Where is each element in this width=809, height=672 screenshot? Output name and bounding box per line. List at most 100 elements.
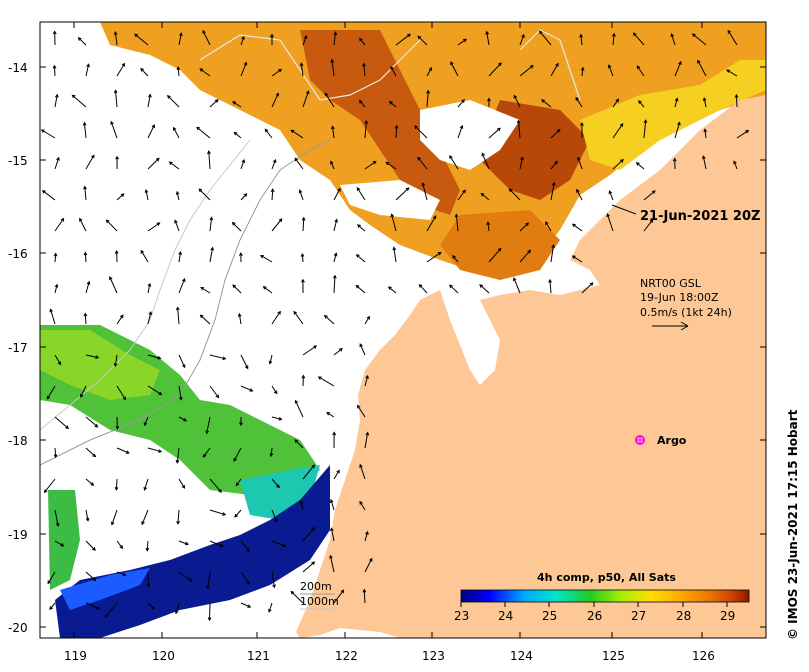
current-arrow [232, 284, 242, 294]
current-arrow-head [336, 469, 340, 474]
current-arrow [612, 99, 619, 108]
current-arrow [636, 162, 645, 170]
current-arrow-head [260, 255, 264, 259]
current-arrow-head [449, 284, 453, 289]
current-arrow [80, 385, 87, 398]
current-legend-time: 19-Jun 18:00Z [640, 291, 719, 304]
current-arrow [178, 478, 185, 489]
current-arrow [54, 416, 69, 429]
current-arrow [580, 34, 583, 46]
argo-marker[interactable] [635, 435, 645, 445]
current-arrow [116, 314, 124, 325]
current-arrow-head [234, 513, 238, 518]
current-arrow [206, 416, 211, 434]
current-arrow-head [114, 486, 119, 491]
current-arrow [449, 284, 459, 294]
current-arrow-head [151, 605, 155, 610]
current-arrow [302, 464, 315, 480]
current-arrow [240, 159, 245, 170]
current-arrow-head [513, 277, 517, 282]
current-arrow [299, 190, 304, 201]
current-arrow [697, 60, 707, 77]
current-arrow-head [355, 284, 360, 289]
current-arrow [457, 125, 463, 139]
current-arrow-head [113, 89, 118, 94]
current-arrow [359, 501, 366, 511]
current-arrow [105, 602, 118, 618]
current-arrow [147, 158, 160, 170]
current-arrow-head [326, 412, 331, 416]
colorbar-tick-label: 24 [498, 609, 513, 623]
current-arrow-head [497, 247, 502, 252]
current-arrow [84, 186, 87, 201]
current-arrow-head [168, 161, 173, 166]
current-arrow [330, 161, 335, 170]
king-sound [440, 290, 500, 385]
current-arrow [357, 405, 366, 418]
current-arrow [326, 412, 335, 418]
current-arrow-head [272, 584, 276, 589]
current-arrow-head [703, 128, 708, 133]
current-arrow [53, 65, 56, 77]
current-arrow [209, 509, 226, 516]
current-arrow [79, 218, 87, 232]
current-arrow [417, 157, 428, 170]
current-arrow-head [638, 100, 642, 104]
current-arrow [550, 244, 554, 263]
current-arrow [271, 189, 274, 201]
current-arrow [54, 509, 59, 526]
current-arrow-head [548, 278, 553, 283]
current-arrow [324, 92, 335, 108]
current-arrow-head [303, 35, 308, 40]
current-arrow [140, 68, 149, 77]
current-arrow [42, 190, 56, 201]
current-arrow-head [356, 224, 361, 228]
lon-label: 122 [335, 649, 358, 663]
current-arrow-head [437, 251, 442, 256]
current-arrow-head [55, 522, 60, 527]
current-arrow [332, 126, 335, 139]
current-arrow [388, 286, 397, 294]
lon-label: 125 [602, 649, 625, 663]
current-arrow-head [643, 119, 648, 124]
current-arrow [178, 540, 189, 545]
current-arrow-head [330, 527, 334, 532]
current-arrow [572, 223, 583, 232]
current-arrow-head [269, 453, 274, 458]
current-arrow [581, 67, 584, 77]
current-arrow [85, 478, 94, 486]
current-arrow [209, 540, 223, 547]
current-arrow [329, 555, 335, 573]
current-arrow [54, 94, 58, 108]
current-arrow [333, 589, 345, 604]
current-arrow [271, 93, 279, 108]
current-arrow [364, 120, 367, 139]
current-arrow-head [579, 33, 584, 38]
current-arrow-head [148, 310, 153, 316]
current-arrow-head [94, 423, 99, 428]
current-arrow-head [333, 252, 338, 257]
current-arrow-head [120, 193, 125, 197]
current-arrow [333, 188, 341, 201]
current-arrow-head [421, 182, 426, 187]
current-arrow-head [122, 572, 127, 577]
current-arrow [47, 571, 56, 584]
current-arrow [46, 385, 56, 400]
current-arrow [674, 98, 678, 108]
current-arrow [178, 416, 187, 422]
current-arrow-head [140, 67, 144, 72]
current-arrow-head [611, 32, 616, 37]
current-arrow-head [158, 391, 163, 396]
current-arrow-head [525, 222, 530, 227]
colorbar-tick-label: 25 [542, 609, 557, 623]
current-arrow-head [677, 121, 681, 126]
current-arrow [85, 416, 98, 428]
current-arrow [417, 35, 428, 46]
current-arrow-head [388, 101, 393, 105]
current-arrow-head [674, 97, 679, 102]
current-arrow [116, 540, 123, 549]
current-arrow [704, 129, 707, 139]
current-arrow-head [174, 610, 179, 615]
current-arrow-head [215, 394, 220, 399]
